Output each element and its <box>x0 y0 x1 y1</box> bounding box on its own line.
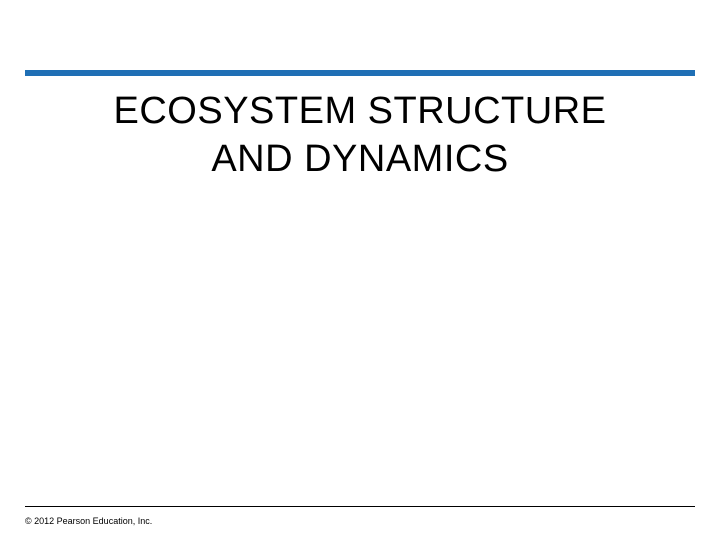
title-line-1: ECOSYSTEM STRUCTURE <box>0 88 720 136</box>
bottom-divider <box>25 506 695 507</box>
slide: ECOSYSTEM STRUCTURE AND DYNAMICS © 2012 … <box>0 0 720 540</box>
title-line-2: AND DYNAMICS <box>0 136 720 184</box>
copyright-text: © 2012 Pearson Education, Inc. <box>25 516 152 526</box>
top-divider <box>25 70 695 76</box>
slide-title: ECOSYSTEM STRUCTURE AND DYNAMICS <box>0 88 720 183</box>
